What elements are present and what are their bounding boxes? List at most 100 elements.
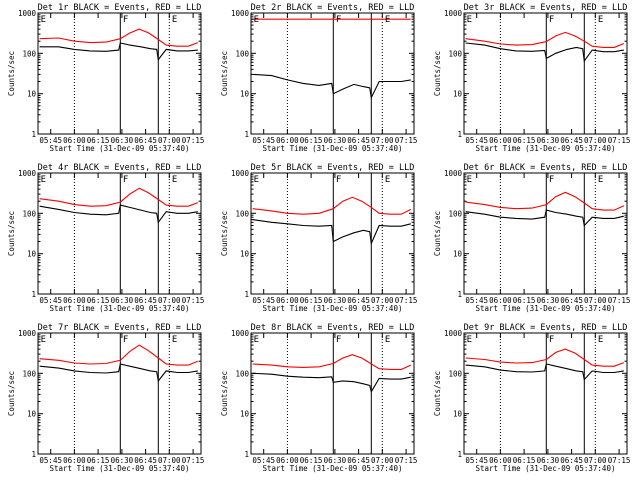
- x-tick-label: 06:30: [537, 456, 560, 465]
- chart-panel-7: Det 7r BLACK = Events, RED = LLD E F E 1 10 10…: [7, 323, 204, 473]
- chart-panel-9: Det 9r BLACK = Events, RED = LLD E F E 1 10 10…: [433, 323, 630, 473]
- y-tick-label: 1000: [231, 329, 250, 338]
- chart-title: Det 1r BLACK = Events, RED = LLD: [38, 3, 202, 13]
- y-tick-label: 10: [240, 90, 250, 99]
- x-axis-label: Start Time (31-Dec-09 05:37:40): [50, 304, 190, 313]
- chart-title: Det 9r BLACK = Events, RED = LLD: [464, 323, 628, 333]
- series-line-black: [39, 42, 198, 61]
- interval-marker: E: [598, 335, 603, 345]
- y-tick-label: 10: [453, 410, 463, 419]
- interval-marker: E: [467, 15, 472, 25]
- y-tick-label: 100: [448, 209, 462, 218]
- y-tick-label: 1: [457, 290, 462, 299]
- interval-marker: F: [549, 175, 554, 185]
- y-tick-label: 1000: [444, 169, 463, 178]
- x-tick-label: 05:45: [252, 456, 275, 465]
- x-tick-label: 06:15: [87, 456, 110, 465]
- x-tick-label: 06:00: [489, 296, 512, 305]
- y-tick-label: 1: [31, 130, 36, 139]
- chart-title: Det 4r BLACK = Events, RED = LLD: [38, 163, 202, 173]
- y-tick-label: 100: [235, 369, 249, 378]
- interval-marker: E: [41, 15, 46, 25]
- series-line-black: [252, 73, 411, 100]
- x-tick-label: 06:00: [276, 456, 299, 465]
- x-tick-label: 07:15: [395, 136, 418, 145]
- series-line-black: [252, 219, 411, 246]
- y-tick-label: 10: [453, 90, 463, 99]
- x-tick-label: 06:30: [537, 136, 560, 145]
- interval-marker: E: [41, 175, 46, 185]
- plot-frame: [37, 332, 202, 455]
- x-tick-label: 05:45: [465, 296, 488, 305]
- chart-panel-5: Det 5r BLACK = Events, RED = LLD E F E 1 10 10…: [220, 163, 417, 313]
- x-tick-label: 05:45: [39, 296, 62, 305]
- x-tick-label: 06:45: [560, 296, 583, 305]
- y-tick-label: 10: [240, 410, 250, 419]
- y-tick-label: 1000: [18, 329, 37, 338]
- series-line-red: [39, 344, 199, 366]
- plot-frame: [463, 12, 628, 135]
- y-axis-label: Counts/sec: [220, 211, 229, 256]
- x-tick-label: 06:00: [276, 296, 299, 305]
- chart-title: Det 3r BLACK = Events, RED = LLD: [464, 3, 628, 13]
- y-axis-label: Counts/sec: [7, 51, 16, 96]
- series-line-black: [252, 372, 411, 394]
- interval-marker: E: [254, 335, 259, 345]
- x-tick-label: 06:00: [489, 136, 512, 145]
- y-tick-label: 100: [22, 49, 36, 58]
- x-tick-label: 06:00: [63, 296, 86, 305]
- interval-marker: E: [385, 15, 390, 25]
- x-axis-label: Start Time (31-Dec-09 05:37:40): [476, 464, 616, 473]
- y-axis-label: Counts/sec: [220, 371, 229, 416]
- series-line-black: [39, 204, 198, 224]
- interval-marker: E: [467, 335, 472, 345]
- interval-marker: F: [123, 15, 128, 25]
- y-tick-label: 1: [244, 450, 249, 459]
- x-tick-label: 07:15: [395, 456, 418, 465]
- x-tick-label: 07:00: [158, 456, 181, 465]
- x-tick-label: 06:15: [513, 296, 536, 305]
- x-tick-label: 06:15: [300, 456, 323, 465]
- y-tick-label: 10: [27, 410, 37, 419]
- y-axis-label: Counts/sec: [7, 211, 16, 256]
- x-tick-label: 07:15: [608, 296, 631, 305]
- x-tick-label: 06:30: [324, 296, 347, 305]
- x-tick-label: 06:30: [324, 456, 347, 465]
- plot-frame: [250, 172, 415, 295]
- series-line-red: [252, 354, 412, 370]
- series-line-red: [465, 31, 625, 48]
- series-line-red: [465, 191, 625, 211]
- x-tick-label: 06:15: [87, 296, 110, 305]
- y-axis-label: Counts/sec: [220, 51, 229, 96]
- x-tick-label: 06:30: [324, 136, 347, 145]
- x-tick-label: 06:15: [513, 456, 536, 465]
- x-tick-label: 05:45: [39, 136, 62, 145]
- x-tick-label: 06:45: [560, 456, 583, 465]
- chart-title: Det 5r BLACK = Events, RED = LLD: [251, 163, 415, 173]
- interval-marker: F: [336, 335, 341, 345]
- x-tick-label: 07:15: [395, 296, 418, 305]
- y-axis-label: Counts/sec: [433, 51, 442, 96]
- x-axis-label: Start Time (31-Dec-09 05:37:40): [476, 144, 616, 153]
- y-tick-label: 10: [27, 90, 37, 99]
- y-tick-label: 1000: [231, 9, 250, 18]
- x-tick-label: 05:45: [252, 136, 275, 145]
- x-tick-label: 06:00: [63, 456, 86, 465]
- x-tick-label: 07:00: [158, 136, 181, 145]
- x-tick-label: 06:00: [276, 136, 299, 145]
- x-tick-label: 06:45: [347, 456, 370, 465]
- y-tick-label: 1000: [18, 169, 37, 178]
- x-tick-label: 07:00: [371, 136, 394, 145]
- y-tick-label: 100: [22, 369, 36, 378]
- x-axis-label: Start Time (31-Dec-09 05:37:40): [50, 144, 190, 153]
- x-tick-label: 06:45: [347, 136, 370, 145]
- series-line-red: [39, 28, 198, 47]
- interval-marker: E: [254, 15, 259, 25]
- y-tick-label: 1: [31, 290, 36, 299]
- x-tick-label: 07:15: [182, 136, 205, 145]
- x-tick-label: 06:30: [111, 136, 134, 145]
- plot-frame: [463, 332, 628, 455]
- x-tick-label: 07:00: [584, 296, 607, 305]
- y-tick-label: 1000: [444, 329, 463, 338]
